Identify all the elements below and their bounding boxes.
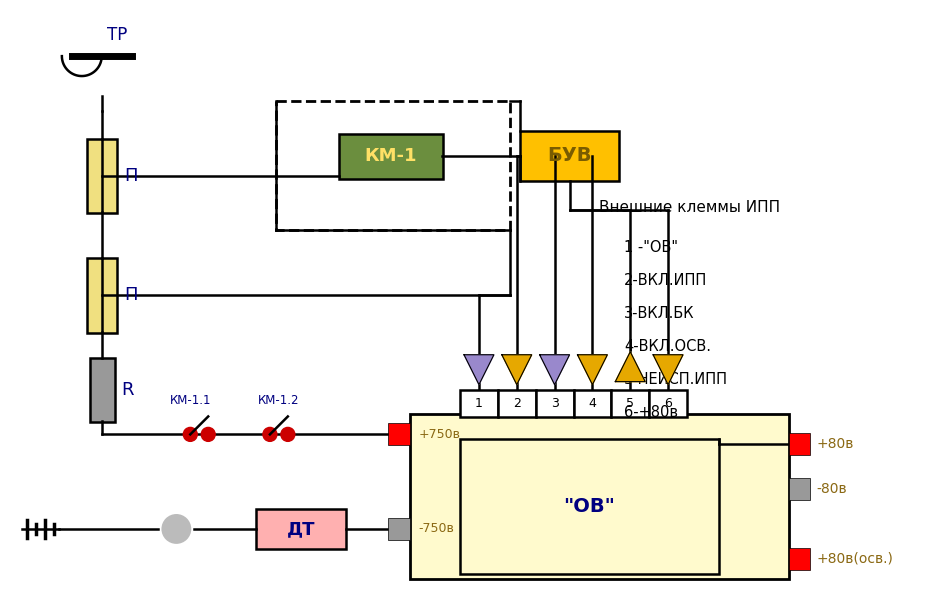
FancyBboxPatch shape xyxy=(256,509,346,549)
Text: "ОВ": "ОВ" xyxy=(563,497,615,516)
FancyBboxPatch shape xyxy=(410,414,789,579)
FancyBboxPatch shape xyxy=(789,434,810,455)
Text: +80в: +80в xyxy=(816,437,854,451)
FancyBboxPatch shape xyxy=(574,390,611,417)
FancyBboxPatch shape xyxy=(86,258,116,333)
FancyBboxPatch shape xyxy=(789,548,810,570)
Text: 5: 5 xyxy=(626,397,634,410)
FancyBboxPatch shape xyxy=(649,390,687,417)
Text: 2: 2 xyxy=(513,397,521,410)
Text: Внешние клеммы ИПП: Внешние клеммы ИПП xyxy=(599,201,780,216)
Text: R: R xyxy=(122,381,134,399)
FancyBboxPatch shape xyxy=(90,358,115,422)
Text: 6: 6 xyxy=(664,397,672,410)
Polygon shape xyxy=(654,355,683,385)
FancyBboxPatch shape xyxy=(611,390,649,417)
Circle shape xyxy=(183,428,197,442)
Text: 1: 1 xyxy=(475,397,483,410)
Text: БУВ: БУВ xyxy=(547,146,592,165)
Text: П: П xyxy=(125,167,138,185)
Text: ДТ: ДТ xyxy=(286,520,315,538)
Text: КМ-1.1: КМ-1.1 xyxy=(170,394,211,406)
Text: -750в: -750в xyxy=(418,522,454,536)
Polygon shape xyxy=(540,355,570,385)
FancyBboxPatch shape xyxy=(86,139,116,213)
Text: 1 -"ОВ": 1 -"ОВ" xyxy=(624,240,678,255)
FancyBboxPatch shape xyxy=(339,133,443,179)
Text: 4: 4 xyxy=(589,397,596,410)
FancyBboxPatch shape xyxy=(389,423,410,445)
Polygon shape xyxy=(577,355,608,385)
Text: 3: 3 xyxy=(550,397,559,410)
FancyBboxPatch shape xyxy=(460,439,719,574)
Text: +80в(осв.): +80в(осв.) xyxy=(816,552,893,566)
Text: П: П xyxy=(125,286,138,304)
Text: 3-ВКЛ.БК: 3-ВКЛ.БК xyxy=(624,306,695,321)
Text: +750в: +750в xyxy=(418,428,460,441)
Polygon shape xyxy=(615,352,645,382)
Text: ТР: ТР xyxy=(107,26,127,44)
Text: 2-ВКЛ.ИПП: 2-ВКЛ.ИПП xyxy=(624,273,707,288)
FancyBboxPatch shape xyxy=(520,131,620,181)
Text: 6-+80в: 6-+80в xyxy=(624,405,678,420)
FancyBboxPatch shape xyxy=(389,518,410,540)
Circle shape xyxy=(281,428,295,442)
FancyBboxPatch shape xyxy=(535,390,574,417)
Text: КМ-1.2: КМ-1.2 xyxy=(258,394,300,406)
Text: -80в: -80в xyxy=(816,482,847,496)
Circle shape xyxy=(263,428,277,442)
FancyBboxPatch shape xyxy=(498,390,535,417)
Text: 4-ВКЛ.ОСВ.: 4-ВКЛ.ОСВ. xyxy=(624,339,711,354)
FancyBboxPatch shape xyxy=(460,390,498,417)
FancyBboxPatch shape xyxy=(789,478,810,500)
Text: 5-НЕИСП.ИПП: 5-НЕИСП.ИПП xyxy=(624,371,729,387)
Text: КМ-1: КМ-1 xyxy=(364,147,417,165)
Circle shape xyxy=(201,428,215,442)
Circle shape xyxy=(162,514,192,544)
Polygon shape xyxy=(464,355,494,385)
Polygon shape xyxy=(501,355,531,385)
